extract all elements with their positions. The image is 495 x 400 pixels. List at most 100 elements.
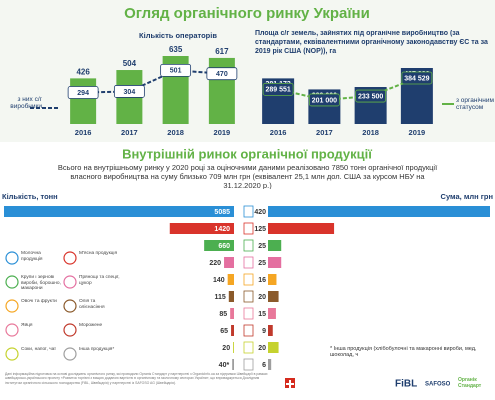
logo: FiBL bbox=[395, 379, 417, 390]
bar bbox=[230, 308, 234, 319]
category-icon bbox=[63, 347, 77, 361]
logo-box: Органік Стандарт bbox=[458, 377, 482, 389]
summary-box: Всього на внутрішньому ринку у 2020 році… bbox=[57, 163, 438, 189]
category-label-box: Соки, напої, чаї bbox=[21, 347, 56, 352]
bar bbox=[268, 308, 276, 319]
footnote: * Інша продукція (хлібобулочні та макаро… bbox=[330, 346, 477, 358]
bar-label: 25 bbox=[258, 243, 266, 250]
category-icon bbox=[63, 275, 77, 289]
x-tick-label: 2019 bbox=[409, 128, 426, 137]
bar bbox=[268, 274, 277, 285]
x-tick-label: 2016 bbox=[270, 128, 287, 137]
point-label-bg bbox=[308, 93, 340, 107]
x-tick-label: 2018 bbox=[362, 128, 379, 137]
bar bbox=[268, 359, 272, 370]
bar bbox=[268, 240, 282, 251]
point-label: 294 bbox=[77, 90, 89, 97]
bar bbox=[268, 206, 490, 217]
bar bbox=[224, 257, 234, 268]
bar bbox=[268, 291, 279, 302]
swiss-cross bbox=[286, 380, 294, 388]
bar bbox=[70, 78, 97, 124]
chart-title: Площа с/г земель, зайнятих під органічне… bbox=[255, 30, 488, 55]
point-label: 501 bbox=[170, 68, 182, 75]
point-label: 201 000 bbox=[312, 97, 337, 104]
bar-label: 20 bbox=[258, 345, 266, 352]
category-icon bbox=[63, 323, 77, 337]
category-label-box: Інша продукція* bbox=[79, 347, 115, 352]
summary: Всього на внутрішньому ринку у 2020 році… bbox=[57, 163, 438, 189]
category-label: Яйця bbox=[21, 323, 33, 328]
bar bbox=[228, 291, 234, 302]
bar-label: 504 bbox=[123, 59, 137, 68]
category-label-box: Молочна продукція bbox=[21, 251, 43, 262]
x-tick-label: 2019 bbox=[214, 128, 231, 137]
bar-label: 15 bbox=[258, 311, 266, 318]
footnote-box: * Інша продукція (хлібобулочні та макаро… bbox=[330, 346, 477, 358]
point-label-bg bbox=[160, 63, 192, 77]
bar-label: 115 bbox=[215, 294, 226, 301]
bar-label: 617 bbox=[215, 47, 229, 56]
legend-label: з органічним статусом bbox=[456, 97, 494, 111]
bar-label: 65 bbox=[220, 328, 228, 335]
bar bbox=[268, 342, 279, 353]
category-icon bbox=[5, 347, 19, 361]
bar bbox=[232, 359, 234, 370]
bar-label: 1420 bbox=[214, 226, 230, 233]
bar-label: 660 bbox=[218, 243, 230, 250]
icon-box bbox=[243, 324, 254, 337]
bar-label: 85 bbox=[219, 311, 227, 318]
bar-label: 16 bbox=[258, 277, 266, 284]
category-icon bbox=[5, 299, 19, 313]
category-label: Соки, напої, чаї bbox=[21, 347, 56, 352]
bar bbox=[231, 325, 234, 336]
category-icon bbox=[63, 299, 77, 313]
bar-label: 25 bbox=[258, 260, 266, 267]
bar bbox=[4, 206, 234, 217]
bar-label: 6 bbox=[262, 362, 266, 369]
point-label: 470 bbox=[216, 71, 228, 78]
category-label: Овочі та фрукти bbox=[21, 299, 57, 304]
footer-text: Дані інформаційна підготовка на основі д… bbox=[5, 372, 268, 385]
category-label: Молочна продукція bbox=[21, 251, 43, 262]
logo: Органік Стандарт bbox=[458, 377, 482, 389]
category-label-box: Овочі та фрукти bbox=[21, 299, 57, 304]
icon-box bbox=[243, 307, 254, 320]
point-label-bg bbox=[262, 82, 294, 96]
bar-label: 9 bbox=[262, 328, 266, 335]
bar bbox=[268, 325, 273, 336]
icon-box bbox=[243, 290, 254, 303]
icon-box bbox=[243, 239, 254, 252]
category-label-box: Морожене bbox=[79, 323, 102, 328]
category-label: Олія та олієнасіння bbox=[79, 299, 105, 310]
category-icon bbox=[5, 251, 19, 265]
bar-label: 426 bbox=[76, 67, 90, 76]
bar-label: 20 bbox=[222, 345, 230, 352]
category-label: М'ясна продукція bbox=[79, 251, 118, 256]
point-label: 289 551 bbox=[265, 87, 290, 94]
point-label-bg bbox=[113, 85, 145, 98]
category-label: Прянощі та спеції, цукор bbox=[79, 275, 120, 286]
category-icon bbox=[5, 323, 19, 337]
bar-label: 5085 bbox=[214, 209, 230, 216]
category-label-box: М'ясна продукція bbox=[79, 251, 118, 256]
point-label-bg bbox=[206, 67, 238, 81]
bar-label: 125 bbox=[254, 226, 266, 233]
category-label: Інша продукція* bbox=[79, 347, 115, 352]
icon-box bbox=[243, 358, 254, 371]
point-label-bg bbox=[401, 71, 433, 85]
category-icon bbox=[63, 251, 77, 265]
footer-box: Дані інформаційна підготовка на основі д… bbox=[5, 372, 268, 385]
point-label: 304 bbox=[124, 89, 136, 96]
category-icon bbox=[5, 275, 19, 289]
bar bbox=[268, 257, 282, 268]
point-label: 384 529 bbox=[404, 75, 429, 82]
icon-box bbox=[243, 222, 254, 235]
chart-title: Кількість операторів bbox=[139, 31, 217, 40]
x-tick-label: 2017 bbox=[121, 128, 138, 137]
bar bbox=[233, 342, 234, 353]
legend-label-box: з органічним статусом bbox=[456, 97, 494, 111]
bar-label: 220 bbox=[209, 260, 221, 267]
icon-box bbox=[243, 273, 254, 286]
